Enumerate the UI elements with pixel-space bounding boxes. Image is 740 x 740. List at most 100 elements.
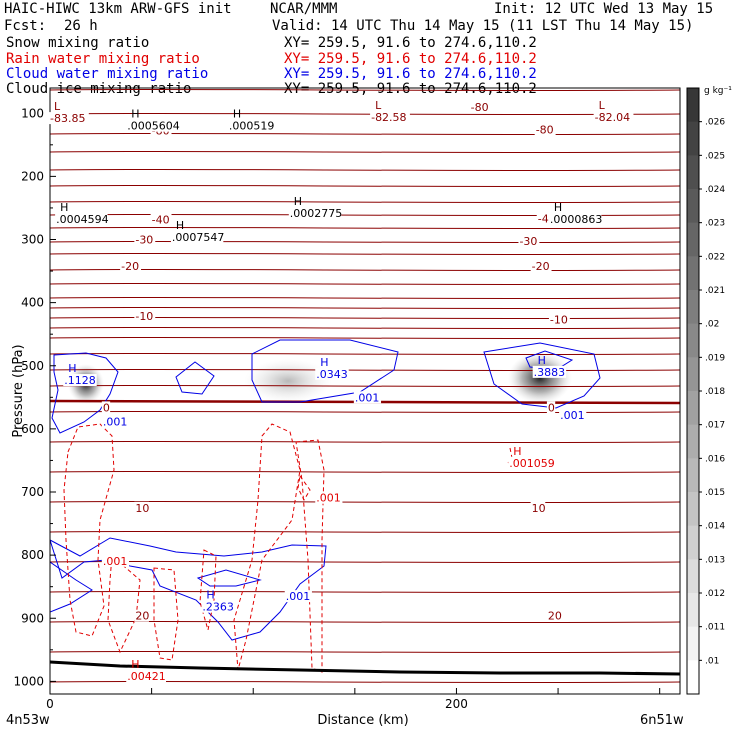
isotherm-line xyxy=(50,470,680,474)
extremum-marker: L xyxy=(54,100,61,113)
colorbar-tick-label: .012 xyxy=(705,589,725,599)
isotherm-line xyxy=(50,384,680,388)
isotherm-line xyxy=(50,240,680,244)
extremum-marker: H xyxy=(538,354,546,367)
colorbar-tick-label: .013 xyxy=(705,555,725,565)
surface-line xyxy=(50,660,680,676)
extremum-marker: H xyxy=(320,356,328,369)
y-tick-label: 700 xyxy=(21,485,44,499)
extremum-value: .0004594 xyxy=(56,213,108,226)
x-tick-label: 200 xyxy=(445,697,468,711)
y-tick-label: 800 xyxy=(21,548,44,562)
temperature-label-bg xyxy=(469,100,491,113)
colorbar-swatch xyxy=(687,525,699,560)
extremum-marker: H xyxy=(294,195,302,208)
extremum-value: .0000863 xyxy=(550,213,603,226)
temperature-label: -20 xyxy=(121,260,139,273)
shading-blob-2 xyxy=(244,359,332,403)
colorbar-swatch xyxy=(687,391,699,426)
extremum-value: .00421 xyxy=(127,670,165,683)
isotherm-line xyxy=(50,268,680,272)
extremum-value-bg xyxy=(49,112,89,125)
colorbar-tick-label: .015 xyxy=(705,488,725,498)
temperature-label-bg xyxy=(134,501,149,514)
temperature-label: 0 xyxy=(548,401,555,414)
field-xy-cloudice: XY= 259.5, 91.6 to 274.6,110.2 xyxy=(284,81,537,97)
isotherm-line xyxy=(50,316,680,320)
extremum-value-bg xyxy=(508,456,555,469)
contour-label: .001 xyxy=(560,409,585,422)
isotherm-line xyxy=(50,352,680,356)
contour-label-bg xyxy=(284,590,312,603)
isotherm-line xyxy=(50,150,680,154)
isotherm-line xyxy=(50,200,680,204)
extremum-value-bg xyxy=(227,119,274,132)
extremum-marker: H xyxy=(206,589,214,602)
temperature-label: 10 xyxy=(135,502,149,515)
colorbar-swatch xyxy=(687,559,699,594)
temperature-label-bg xyxy=(134,609,149,622)
extremum-marker: H xyxy=(60,201,68,214)
temperature-label: 20 xyxy=(135,610,149,623)
field-name-cloudwater: Cloud water mixing ratio xyxy=(6,66,209,82)
colorbar-tick-label: .024 xyxy=(705,185,725,195)
x-right-endpoint: 6n51w xyxy=(640,713,684,728)
colorbar-swatch xyxy=(687,458,699,493)
extremum-value: .0002775 xyxy=(290,207,343,220)
contour-label-bg xyxy=(315,491,343,504)
extremum-marker: H xyxy=(131,658,139,671)
temperature-label-bg xyxy=(120,260,142,273)
colorbar-tick-label: .011 xyxy=(705,623,725,633)
temperature-label-bg xyxy=(534,123,556,136)
temperature-label-bg xyxy=(134,309,156,322)
contour-label: .001 xyxy=(355,391,380,404)
field-name-rain: Rain water mixing ratio xyxy=(6,51,200,67)
colorbar-tick-label: .02 xyxy=(705,320,719,330)
extremum-value-bg xyxy=(126,119,179,132)
contour-label: .001 xyxy=(286,590,311,603)
isotherm-line xyxy=(50,368,680,372)
model-title: HAIC-HIWC 13km ARW-GFS init xyxy=(4,1,232,17)
y-tick-label: 300 xyxy=(21,233,44,247)
y-tick-label: 200 xyxy=(21,169,44,183)
temperature-label: 0 xyxy=(103,401,110,414)
y-tick-label: 1000 xyxy=(13,674,44,688)
extremum-marker: H xyxy=(131,108,139,121)
contour-label: .001 xyxy=(103,555,128,568)
valid-time: Valid: 14 UTC Thu 14 May 15 (11 LST Thu … xyxy=(272,18,694,34)
extremum-value: .0007547 xyxy=(172,231,225,244)
forecast-hour: 26 h xyxy=(64,18,98,34)
colorbar-swatch xyxy=(687,88,699,123)
temperature-label-bg xyxy=(134,233,156,246)
colorbar-tick-label: .018 xyxy=(705,387,725,397)
extremum-value-bg xyxy=(532,365,567,378)
colorbar-tick-label: .025 xyxy=(705,151,725,161)
y-axis-title: Pressure (hPa) xyxy=(11,344,26,437)
colorbar-tick-label: .022 xyxy=(705,252,725,262)
isotherm-line xyxy=(50,336,680,340)
colorbar-swatch xyxy=(687,660,699,695)
temperature-label-bg xyxy=(546,401,556,414)
colorbar-swatch xyxy=(687,189,699,224)
colorbar-tick-label: .019 xyxy=(705,353,725,363)
temperature-label: -30 xyxy=(135,234,153,247)
temperature-label-bg xyxy=(530,260,552,273)
colorbar-tick-label: .021 xyxy=(705,286,725,296)
extremum-value: -83.85 xyxy=(50,112,85,125)
colorbar-swatch xyxy=(687,593,699,628)
temperature-label-bg xyxy=(101,401,111,414)
extremum-value-bg xyxy=(370,110,410,123)
extremum-marker: H xyxy=(554,201,562,214)
colorbar-tick-label: .023 xyxy=(705,219,725,229)
field-xy-cloudwater: XY= 259.5, 91.6 to 274.6,110.2 xyxy=(284,66,537,82)
colorbar-unit: g kg⁻¹ xyxy=(704,86,732,96)
extremum-value-bg xyxy=(288,206,342,219)
colorbar-swatch xyxy=(687,290,699,325)
temperature-label: 20 xyxy=(548,610,562,623)
colorbar-swatch xyxy=(687,626,699,661)
contour-label-bg xyxy=(101,415,130,428)
temperature-label: -80 xyxy=(471,101,489,114)
isotherm-lines xyxy=(50,88,680,684)
extremum-value-bg xyxy=(55,213,108,226)
